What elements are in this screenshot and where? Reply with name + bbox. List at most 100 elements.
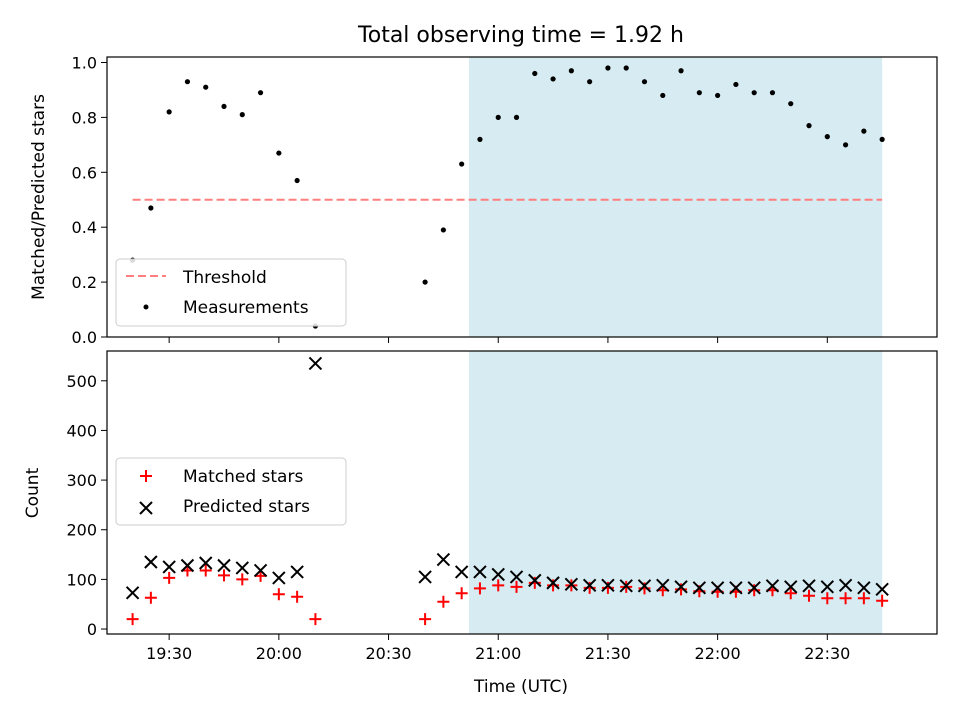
top-ytick-label: 0.0 [72, 328, 97, 347]
matched-stars-point [748, 584, 761, 597]
top-legend: Threshold Measurements [115, 258, 347, 327]
predicted-stars-point [308, 356, 323, 371]
matched-stars-point [291, 590, 304, 603]
measurement-point [203, 84, 209, 90]
legend-measurements-label: Measurements [183, 298, 309, 318]
matched-stars-point [163, 571, 176, 584]
legend-measurements-swatch [143, 304, 149, 310]
matched-stars-point [218, 569, 231, 582]
measurement-point [568, 68, 574, 74]
predicted-stars-point [802, 579, 816, 593]
measurement-point [294, 177, 300, 184]
bottom-shaded-interval [468, 351, 883, 634]
measurement-point [696, 90, 702, 96]
bottom-legend: Matched stars Predicted stars [115, 457, 347, 526]
top-ytick-label: 0.4 [72, 218, 97, 237]
matched-stars-point [528, 576, 541, 589]
predicted-stars-point [253, 563, 268, 578]
predicted-stars-point [418, 570, 432, 584]
bottom-legend-box [115, 457, 347, 526]
measurement-point [824, 134, 830, 140]
matched-stars-point [473, 582, 486, 595]
predicted-stars-point [838, 578, 853, 593]
matched-stars-point [784, 587, 797, 600]
measurement-point [257, 90, 264, 96]
measurement-point [587, 79, 593, 85]
measurement-point [477, 136, 483, 142]
measurement-point [842, 142, 849, 148]
matched-stars-point [803, 589, 816, 602]
predicted-stars-point [528, 573, 542, 588]
matched-stars-point [455, 587, 468, 600]
predicted-stars-point [436, 552, 451, 567]
predicted-stars-point [199, 556, 213, 570]
predicted-stars-point [875, 582, 889, 597]
matched-stars-point [254, 569, 267, 582]
bottom-panel-frame [106, 350, 938, 635]
top-panel-ylabel: Matched/Predicted stars [29, 94, 49, 300]
predicted-stars-point [217, 558, 231, 573]
bottom-ytick-label: 300 [66, 471, 97, 490]
predicted-stars-point [656, 578, 670, 593]
matched-stars-point [547, 579, 560, 592]
predicted-stars-point [290, 565, 304, 579]
predicted-stars-point [180, 558, 195, 573]
measurement-point [751, 90, 757, 96]
predicted-stars-point [857, 581, 871, 595]
matched-stars-point [272, 588, 285, 601]
matched-stars-point [821, 592, 834, 605]
measurement-point [605, 65, 611, 71]
top-ytick-label: 0.6 [72, 163, 97, 182]
predicted-stars-point [820, 580, 835, 594]
bottom-panel-ylabel: Count [23, 467, 43, 518]
xtick-label: 19:30 [146, 644, 192, 663]
matched-stars-point [601, 581, 614, 594]
legend-predicted-swatch [139, 501, 153, 515]
top-panel: 0.0 0.2 0.4 0.6 0.8 1.0 Matched/Predicted sta… [29, 53, 938, 347]
bottom-ytick-label: 200 [66, 521, 97, 540]
matched-stars-point [419, 613, 432, 626]
measurement-point [861, 128, 867, 134]
predicted-stars-point [729, 581, 743, 595]
xtick-label: 22:00 [695, 644, 741, 663]
bottom-ytick-label: 500 [66, 372, 97, 391]
predicted-stars-point [582, 578, 597, 593]
xtick-label: 20:30 [365, 644, 411, 663]
measurement-point [422, 279, 428, 285]
matched-stars-point [839, 592, 852, 605]
predicted-stars-point [509, 570, 524, 584]
matched-stars-point [144, 591, 157, 604]
measurement-point [788, 101, 794, 107]
matched-stars-point [857, 592, 870, 605]
predicted-stars-point [162, 560, 176, 574]
legend-matched-label: Matched stars [183, 467, 303, 487]
measurement-point [221, 103, 227, 110]
predicted-stars-point [272, 571, 286, 585]
matched-stars-point [199, 564, 212, 577]
bottom-ytick-label: 100 [66, 570, 97, 589]
top-shaded-interval [468, 57, 883, 337]
predicted-stars-point [692, 581, 707, 595]
matched-stars-point [492, 579, 505, 592]
xtick-label: 21:30 [585, 644, 631, 663]
top-panel-frame [106, 56, 938, 338]
predicted-stars-point [564, 577, 579, 592]
predicted-stars-point [125, 586, 140, 600]
top-ytick-label: 0.8 [72, 108, 97, 127]
measurement-point [166, 109, 172, 115]
chart-title: Total observing time = 1.92 h [357, 23, 684, 48]
predicted-stars-point [710, 581, 725, 595]
matched-stars-point [236, 573, 249, 586]
measurement-point [532, 70, 538, 77]
legend-matched-swatch [140, 470, 152, 482]
matched-stars-point [437, 595, 450, 608]
matched-stars-point [675, 583, 688, 596]
predicted-stars-point [619, 579, 633, 593]
predicted-stars-point [235, 561, 249, 575]
xtick-label: 21:00 [475, 644, 521, 663]
measurement-point [678, 68, 684, 74]
predicted-stars-point [144, 555, 158, 569]
matched-stars-point [638, 582, 651, 595]
measurement-point [184, 79, 191, 85]
measurement-point [440, 227, 446, 233]
